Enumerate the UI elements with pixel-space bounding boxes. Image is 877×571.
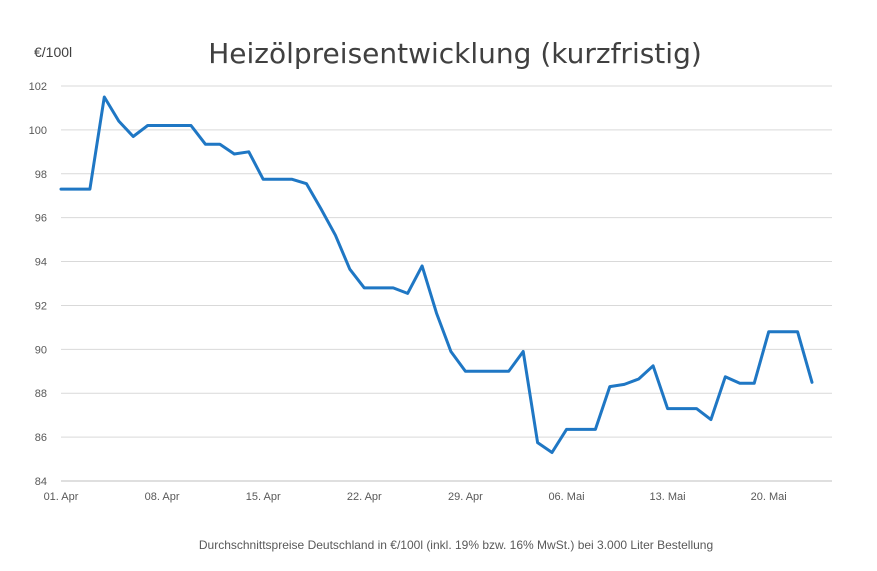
x-tick-label: 15. Apr	[246, 491, 281, 503]
chart-footnote: Durchschnittspreise Deutschland in €/100…	[199, 538, 713, 552]
y-tick-label: 92	[35, 300, 47, 312]
x-tick-label: 08. Apr	[145, 491, 180, 503]
y-axis-unit-label: €/100l	[34, 44, 72, 60]
y-tick-label: 86	[35, 432, 47, 444]
y-tick-label: 88	[35, 388, 47, 400]
x-tick-label: 06. Mai	[548, 491, 584, 503]
chart-title: Heizölpreisentwicklung (kurzfristig)	[208, 37, 702, 70]
y-axis-ticks: 84 86 88 90 92 94 96 98 100 102	[29, 81, 47, 488]
x-tick-label: 01. Apr	[44, 491, 79, 503]
y-tick-label: 84	[35, 476, 47, 488]
x-tick-label: 13. Mai	[650, 491, 686, 503]
series-line	[59, 95, 814, 454]
y-tick-label: 90	[35, 344, 47, 356]
gridlines	[61, 85, 832, 482]
x-axis-ticks: 01. Apr 08. Apr 15. Apr 22. Apr 29. Apr 06. M…	[44, 491, 787, 503]
series-group	[59, 95, 814, 454]
y-tick-label: 102	[29, 81, 47, 93]
y-tick-label: 100	[29, 125, 47, 137]
x-tick-label: 22. Apr	[347, 491, 382, 503]
x-tick-label: 20. Mai	[751, 491, 787, 503]
y-tick-label: 94	[35, 257, 47, 269]
y-tick-label: 96	[35, 213, 47, 225]
y-tick-label: 98	[35, 169, 47, 181]
x-tick-label: 29. Apr	[448, 491, 483, 503]
